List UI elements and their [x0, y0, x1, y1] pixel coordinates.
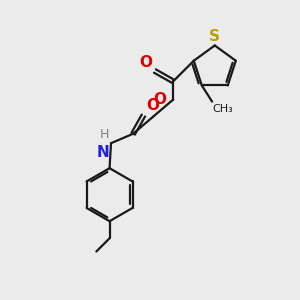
Text: S: S — [209, 29, 220, 44]
Text: O: O — [154, 92, 167, 107]
Text: O: O — [146, 98, 159, 113]
Text: O: O — [140, 55, 153, 70]
Text: N: N — [97, 145, 110, 160]
Text: H: H — [100, 128, 110, 141]
Text: CH₃: CH₃ — [213, 104, 233, 114]
